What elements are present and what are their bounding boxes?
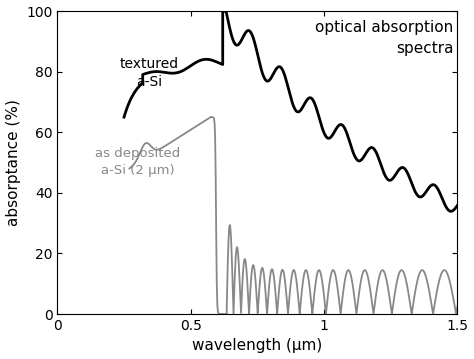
Text: textured
a-Si: textured a-Si (120, 56, 179, 89)
Y-axis label: absorptance (%): absorptance (%) (6, 99, 20, 226)
Text: as deposited
a-Si (2 μm): as deposited a-Si (2 μm) (95, 148, 180, 177)
X-axis label: wavelength (μm): wavelength (μm) (192, 339, 322, 354)
Text: optical absorption
spectra: optical absorption spectra (315, 20, 454, 56)
